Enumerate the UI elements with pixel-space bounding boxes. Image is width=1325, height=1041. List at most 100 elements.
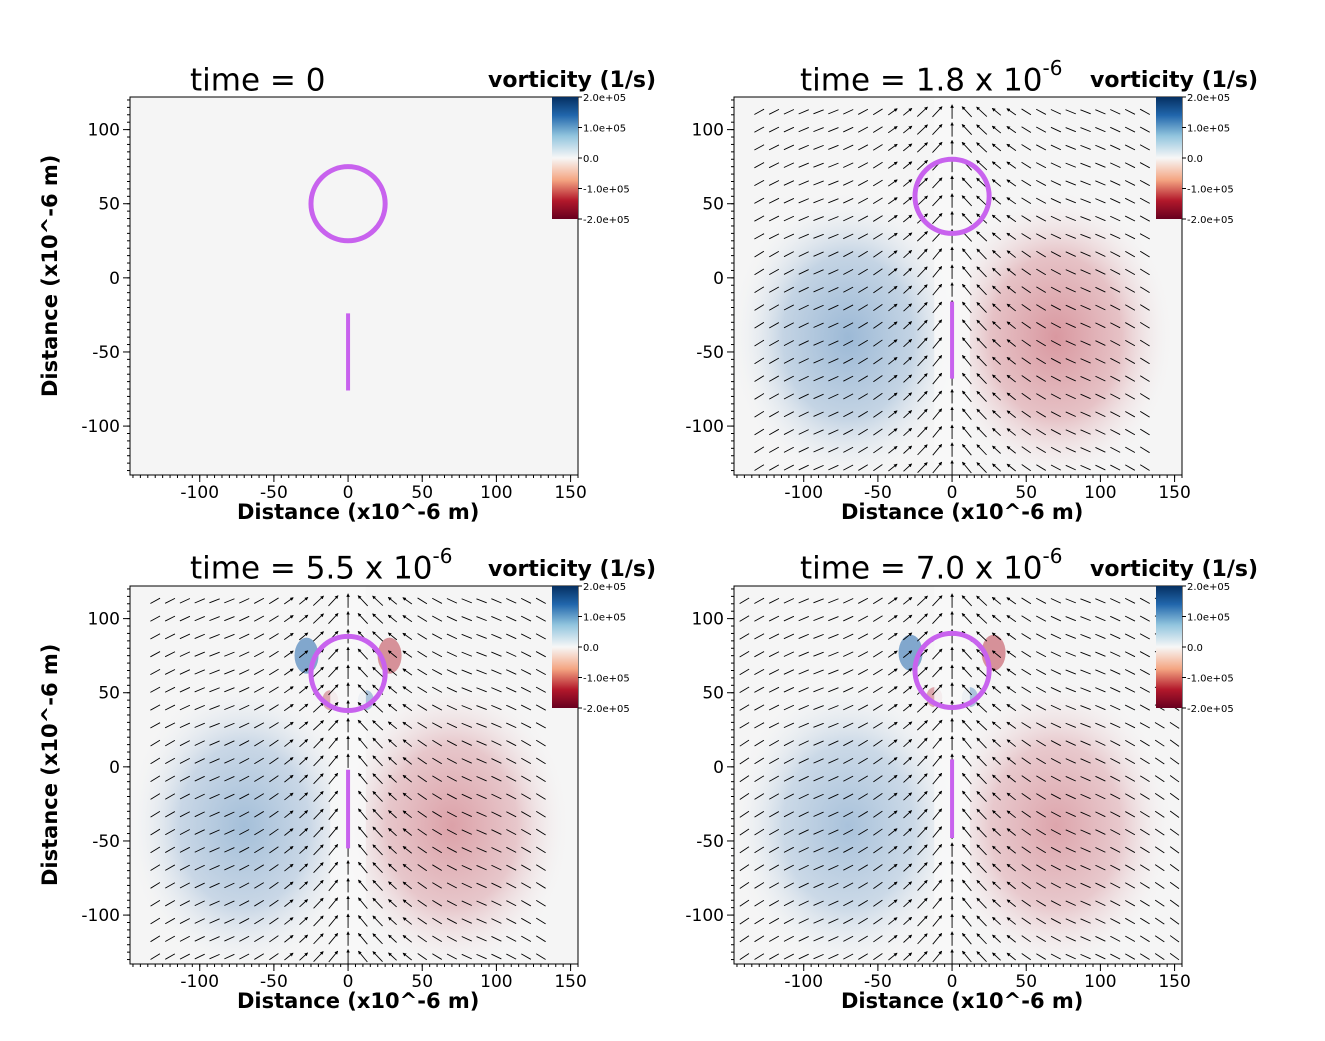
velocity-vector xyxy=(1139,899,1150,907)
velocity-vector xyxy=(903,303,913,312)
velocity-vector xyxy=(858,739,869,747)
velocity-vector xyxy=(1006,899,1016,908)
velocity-vector xyxy=(873,446,883,454)
velocity-vector xyxy=(932,844,943,856)
velocity-vector xyxy=(783,633,795,640)
velocity-vector xyxy=(932,790,943,803)
velocity-vector xyxy=(1006,650,1017,658)
velocity-vector xyxy=(1095,900,1106,907)
velocity-vector xyxy=(992,739,1001,748)
velocity-vector xyxy=(179,882,190,889)
velocity-vector xyxy=(194,687,205,693)
velocity-vector xyxy=(328,915,339,927)
velocity-vector xyxy=(783,775,794,782)
velocity-vector xyxy=(1006,686,1017,694)
velocity-vector xyxy=(209,616,220,622)
velocity-vector xyxy=(491,882,502,889)
velocity-vector xyxy=(402,810,412,819)
velocity-vector xyxy=(813,953,824,960)
velocity-vector xyxy=(476,953,487,960)
velocity-vector xyxy=(164,669,176,675)
velocity-vector xyxy=(358,808,368,820)
velocity-vector xyxy=(903,196,913,205)
velocity-vector xyxy=(1021,633,1032,640)
velocity-vector xyxy=(992,463,1001,472)
velocity-vector xyxy=(783,669,795,675)
velocity-vector xyxy=(962,337,972,349)
velocity-vector xyxy=(224,793,235,800)
velocity-vector xyxy=(372,933,383,945)
velocity-vector xyxy=(888,339,898,347)
velocity-vector xyxy=(828,900,839,906)
y-tick-label: 50 xyxy=(98,195,120,215)
velocity-vector xyxy=(224,758,235,764)
velocity-vector xyxy=(858,935,869,943)
velocity-vector xyxy=(224,776,235,782)
velocity-vector xyxy=(888,428,898,436)
velocity-vector xyxy=(992,756,1001,765)
velocity-vector xyxy=(783,286,794,293)
panel-3-colorbar-title: vorticity (1/s) xyxy=(488,557,657,582)
velocity-vector xyxy=(903,392,913,401)
velocity-vector xyxy=(903,792,913,801)
velocity-vector xyxy=(813,358,824,364)
velocity-vector xyxy=(535,793,546,800)
velocity-vector xyxy=(1036,793,1047,800)
velocity-vector xyxy=(1065,429,1076,435)
velocity-vector xyxy=(917,266,928,278)
velocity-vector xyxy=(843,411,854,418)
velocity-vector xyxy=(269,810,279,818)
velocity-vector xyxy=(903,827,913,837)
velocity-vector xyxy=(961,719,972,731)
velocity-vector xyxy=(446,953,457,960)
velocity-vector xyxy=(476,811,487,817)
x-tick-label: 150 xyxy=(554,483,586,503)
velocity-vector xyxy=(813,776,824,782)
velocity-vector xyxy=(1065,598,1077,604)
velocity-vector xyxy=(1124,651,1136,658)
velocity-vector xyxy=(1125,793,1136,800)
velocity-vector xyxy=(991,143,1002,152)
velocity-vector xyxy=(461,864,472,871)
velocity-vector xyxy=(1050,304,1061,311)
velocity-vector xyxy=(520,704,532,711)
velocity-vector xyxy=(476,847,487,853)
velocity-vector xyxy=(313,862,324,874)
velocity-vector xyxy=(284,810,294,819)
velocity-vector xyxy=(754,917,765,925)
velocity-vector xyxy=(299,596,309,605)
velocity-vector xyxy=(888,463,898,472)
x-tick-label: 0 xyxy=(947,972,958,992)
velocity-vector xyxy=(783,268,794,275)
x-tick-label: -50 xyxy=(864,483,892,503)
velocity-vector xyxy=(1021,935,1032,943)
velocity-vector xyxy=(432,935,443,943)
velocity-vector xyxy=(1065,918,1076,924)
velocity-vector xyxy=(1006,250,1016,258)
velocity-vector xyxy=(1036,179,1047,186)
velocity-vector xyxy=(1080,776,1091,782)
velocity-vector xyxy=(858,597,869,604)
velocity-vector xyxy=(224,953,235,960)
velocity-vector xyxy=(284,952,294,961)
velocity-vector xyxy=(1110,846,1121,853)
velocity-vector xyxy=(783,109,795,115)
velocity-vector xyxy=(1110,651,1121,657)
velocity-vector xyxy=(828,109,839,115)
velocity-vector xyxy=(1139,953,1150,960)
velocity-vector xyxy=(798,882,809,889)
velocity-vector xyxy=(313,755,324,767)
velocity-vector xyxy=(976,231,988,242)
velocity-vector xyxy=(1036,668,1047,675)
velocity-vector xyxy=(992,303,1001,312)
velocity-vector xyxy=(476,900,487,906)
velocity-vector xyxy=(858,179,869,186)
velocity-vector xyxy=(1080,705,1091,710)
velocity-vector xyxy=(1139,428,1150,436)
velocity-vector xyxy=(1095,704,1106,711)
velocity-vector xyxy=(888,357,898,365)
velocity-vector xyxy=(388,739,397,748)
velocity-vector xyxy=(1021,792,1032,800)
velocity-vector xyxy=(783,953,794,960)
velocity-vector xyxy=(165,846,176,853)
